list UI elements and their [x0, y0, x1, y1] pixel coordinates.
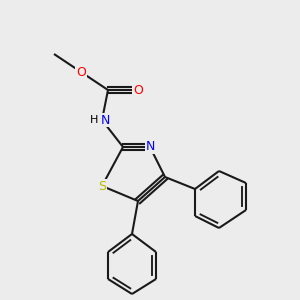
Text: H: H	[90, 115, 99, 125]
Text: N: N	[145, 140, 155, 154]
Text: S: S	[98, 179, 106, 193]
Text: N: N	[100, 113, 110, 127]
Text: O: O	[133, 83, 143, 97]
Text: O: O	[76, 65, 86, 79]
